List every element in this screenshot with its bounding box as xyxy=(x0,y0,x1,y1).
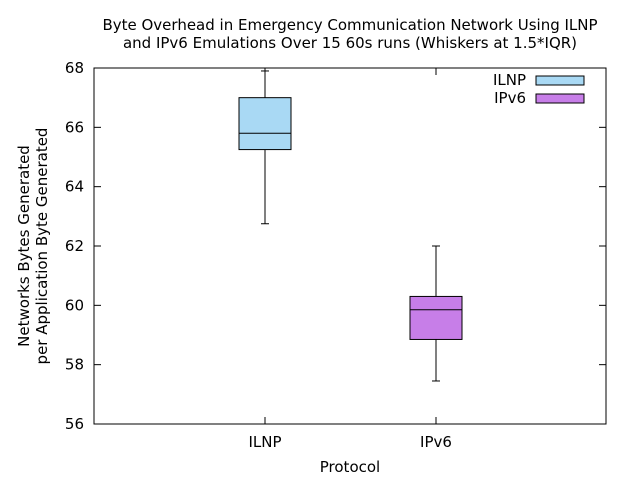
y-tick-label-56: 56 xyxy=(65,415,84,433)
chart-title-line-2: and IPv6 Emulations Over 15 60s runs (Wh… xyxy=(123,34,577,52)
x-tick-label-ilnp: ILNP xyxy=(248,433,281,451)
y-axis-label-line-1: Networks Bytes Generated xyxy=(15,145,33,347)
box-ipv6 xyxy=(409,295,463,340)
y-tick-label-66: 66 xyxy=(65,118,84,136)
y-axis-label: Networks Bytes Generated per Application… xyxy=(15,128,51,365)
x-axis-label: Protocol xyxy=(320,458,380,476)
legend-label-ilnp: ILNP xyxy=(493,71,526,89)
box-ilnp xyxy=(238,97,292,151)
plot-border xyxy=(93,67,607,425)
y-tick-label-64: 64 xyxy=(65,178,84,196)
legend-swatch-ilnp xyxy=(535,75,585,86)
y-tick-label-68: 68 xyxy=(65,59,84,77)
y-tick-label-60: 60 xyxy=(65,296,84,314)
x-tick-label-ipv6: IPv6 xyxy=(420,433,452,451)
chart-title-line-1: Byte Overhead in Emergency Communication… xyxy=(102,16,597,34)
legend-swatch-ipv6 xyxy=(535,93,585,104)
y-axis-label-line-2: per Application Byte Generated xyxy=(33,128,51,365)
legend-label-ipv6: IPv6 xyxy=(494,89,526,107)
y-tick-label-62: 62 xyxy=(65,237,84,255)
y-tick-label-58: 58 xyxy=(65,356,84,374)
